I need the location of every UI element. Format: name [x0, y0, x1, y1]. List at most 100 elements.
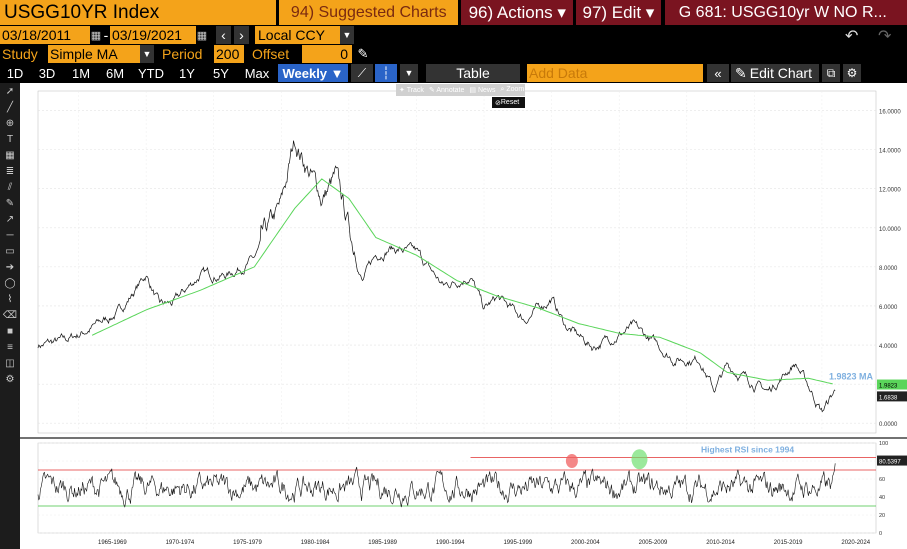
end-date-field[interactable]: 03/19/2021 — [110, 26, 196, 44]
range-button-ytd[interactable]: YTD — [138, 65, 164, 81]
study-tool-icon[interactable]: ⚙ — [5, 374, 15, 385]
bar-chart-icon[interactable]: ┆ — [375, 64, 397, 82]
calendar-icon[interactable]: ▦ — [196, 29, 208, 42]
range-button-5y[interactable]: 5Y — [213, 65, 229, 81]
x-tick-label: 1980-1984 — [301, 540, 330, 546]
interval-select[interactable]: Weekly ▼ — [278, 64, 348, 82]
layers-tool-icon[interactable]: ◫ — [5, 358, 15, 369]
main-y-tick-label: 12.0000 — [879, 188, 901, 194]
grid-tool-icon[interactable]: ▦ — [5, 150, 15, 161]
start-date-field[interactable]: 03/18/2011 — [0, 26, 90, 44]
style-tool-icon[interactable]: ≡ — [7, 342, 13, 353]
main-y-tick-label: 4.0000 — [879, 344, 898, 350]
rsi-y-tick-label: 20 — [879, 513, 885, 519]
edit-chart-label: Edit Chart — [749, 65, 812, 81]
x-tick-label: 2005-2009 — [639, 540, 668, 546]
pen-tool-icon[interactable]: ✎ — [5, 198, 15, 209]
toolbar: 1D 3D 1M 6M YTD 1Y 5Y Max Weekly ▼ ⟋ ┆ ▼ Table … — [0, 64, 907, 82]
x-tick-label: 1970-1974 — [166, 540, 195, 546]
rectangle-tool-icon[interactable]: ▭ — [5, 246, 15, 257]
annotate-button[interactable]: ✎ Annotate — [428, 87, 465, 94]
chart-title-field[interactable]: G 681: USGG10yr W NO R... — [664, 0, 907, 25]
collapse-icon[interactable]: « — [707, 64, 729, 82]
cursor-icon[interactable]: ➚ — [5, 86, 15, 97]
calendar-icon[interactable]: ▦ — [90, 29, 102, 42]
main-y-tick-label: 10.0000 — [879, 227, 901, 233]
actions-menu[interactable]: 96) Actions ▾ — [461, 0, 574, 25]
date-separator: - — [103, 27, 109, 43]
x-tick-label: 2000-2004 — [571, 540, 600, 546]
add-data-input[interactable]: Add Data — [527, 64, 703, 82]
edit-chart-button[interactable]: ✎ Edit Chart — [731, 64, 819, 82]
ticker-field[interactable]: USGG10YR Index — [0, 0, 277, 25]
prev-period-button[interactable]: ‹ — [216, 26, 231, 44]
range-button-1m[interactable]: 1M — [71, 65, 91, 81]
ma-value-label: 1.9823 — [879, 384, 898, 390]
offset-input[interactable]: 0 — [302, 45, 352, 63]
ma-annotation: 1.9823 MA — [829, 371, 874, 381]
actions-label: 96) Actions ▾ — [468, 2, 566, 22]
x-tick-label: 2015-2019 — [774, 540, 803, 546]
study-value-text: Simple MA — [50, 46, 118, 62]
trend-tool-icon[interactable]: ↗ — [5, 214, 15, 225]
x-tick-label: 1995-1999 — [503, 540, 532, 546]
interval-text: Weekly ▼ — [282, 65, 344, 81]
range-button-1d[interactable]: 1D — [6, 65, 24, 81]
rsi-highlight-marker — [631, 449, 648, 470]
ma-value-label-bg — [877, 379, 907, 390]
horizontal-line-icon[interactable]: ─ — [6, 230, 14, 241]
chart-area[interactable]: 16.0000 14.0000 12.0000 10.0000 8.0000 6.0000… — [20, 83, 907, 549]
chart-svg[interactable]: 16.0000 14.0000 12.0000 10.0000 8.0000 6.0000… — [20, 83, 907, 549]
range-button-max[interactable]: Max — [244, 65, 270, 81]
redo-icon[interactable]: ↷ — [878, 28, 892, 45]
brush-tool-icon[interactable]: ⌇ — [7, 294, 13, 305]
currency-dropdown-icon[interactable]: ▼ — [340, 26, 354, 44]
annotate-label: Annotate — [436, 87, 465, 94]
chart-title-label: G 681: USGG10yr W NO R... — [678, 3, 887, 21]
suggested-charts-button[interactable]: 94) Suggested Charts — [279, 0, 459, 25]
line-chart-icon[interactable]: ⟋ — [351, 64, 373, 82]
eraser-tool-icon[interactable]: ⌫ — [2, 310, 18, 321]
offset-value-text: 0 — [340, 46, 348, 62]
rsi-y-tick-label: 60 — [879, 477, 885, 483]
pencil-icon[interactable]: ✎ — [357, 46, 369, 61]
edit-layout-icon[interactable]: ⧉ — [822, 64, 840, 82]
currency-select[interactable]: Local CCY — [255, 26, 340, 44]
arrow-tool-icon[interactable]: ➔ — [5, 262, 15, 273]
edit-chart-pencil-icon: ✎ — [735, 64, 747, 81]
news-button[interactable]: ▤ News — [469, 87, 496, 94]
line-tool-icon[interactable]: ╱ — [6, 102, 14, 113]
edit-menu[interactable]: 97) Edit ▾ — [576, 0, 661, 25]
track-button[interactable]: ✦ Track — [399, 87, 424, 94]
x-tick-label: 1965-1969 — [98, 540, 127, 546]
period-input[interactable]: 200 — [214, 45, 244, 63]
rsi-y-tick-label: 40 — [879, 495, 885, 501]
study-select[interactable]: Simple MA — [48, 45, 140, 63]
rsi-overbought-marker — [565, 454, 578, 468]
settings-icon[interactable]: ⚙ — [843, 64, 861, 82]
main-y-tick-label: 8.0000 — [879, 266, 898, 272]
ellipse-tool-icon[interactable]: ◯ — [4, 278, 16, 289]
range-button-3d[interactable]: 3D — [38, 65, 56, 81]
news-label: News — [477, 87, 496, 94]
range-button-6m[interactable]: 6M — [105, 65, 125, 81]
range-button-1y[interactable]: 1Y — [179, 65, 195, 81]
channel-tool-icon[interactable]: ⫽ — [7, 182, 13, 193]
text-tool-icon[interactable]: T — [6, 134, 14, 145]
end-date-text: 03/19/2021 — [112, 27, 183, 43]
main-y-tick-label: 14.0000 — [879, 149, 901, 155]
reset-button[interactable]: ⊘ Reset — [492, 97, 525, 108]
zoom-button[interactable]: ⌕ Zoom — [500, 86, 525, 93]
undo-icon[interactable]: ↶ — [845, 28, 859, 45]
date-bar: 03/18/2011 ▦ - 03/19/2021 ▦ ‹ › Local CC… — [0, 26, 907, 45]
color-tool-icon[interactable]: ■ — [6, 326, 14, 337]
table-label: Table — [456, 65, 490, 81]
chart-type-dropdown-icon[interactable]: ▼ — [400, 64, 418, 82]
fibonacci-tool-icon[interactable]: ≣ — [5, 166, 15, 177]
x-tick-label: 2020-2024 — [841, 540, 870, 546]
study-dropdown-icon[interactable]: ▼ — [140, 45, 154, 63]
table-button[interactable]: Table — [426, 64, 520, 82]
annotation-tool-icon[interactable]: ⊕ — [5, 118, 15, 129]
main-y-tick-label: 0.0000 — [879, 422, 898, 428]
next-period-button[interactable]: › — [234, 26, 249, 44]
